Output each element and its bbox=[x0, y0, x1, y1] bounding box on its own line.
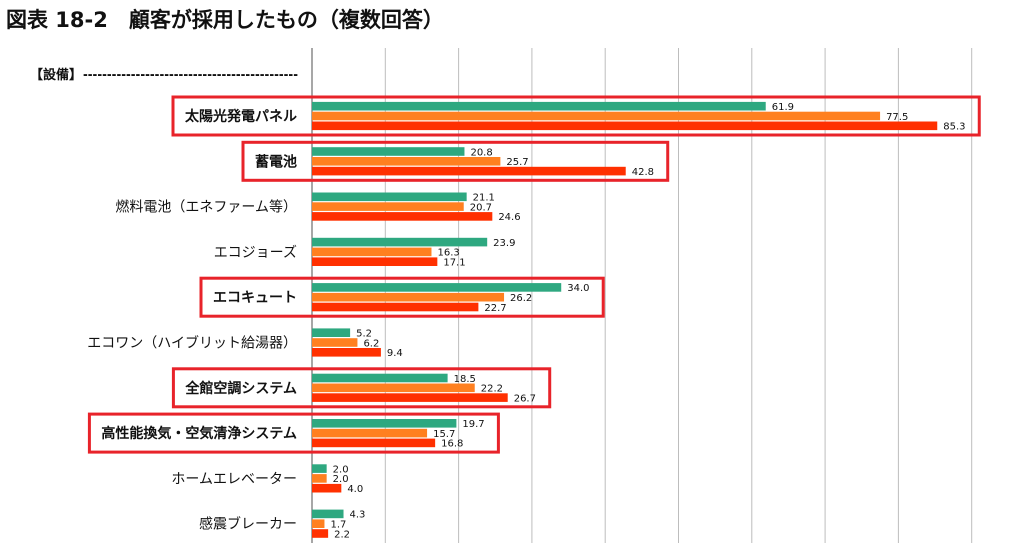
data-label: 21.1 bbox=[473, 193, 495, 204]
data-label: 42.8 bbox=[632, 167, 654, 178]
data-label: 1.7 bbox=[330, 520, 346, 531]
category-label: 高性能換気・空気清浄システム bbox=[101, 425, 297, 442]
data-label: 16.3 bbox=[437, 248, 459, 259]
bar bbox=[312, 393, 508, 402]
chart-title: 図表 18-2 顧客が採用したもの（複数回答） bbox=[6, 8, 444, 32]
data-label: 20.8 bbox=[470, 147, 492, 158]
data-label: 4.3 bbox=[350, 510, 366, 521]
data-label: 20.7 bbox=[470, 202, 492, 213]
bar bbox=[312, 283, 562, 292]
bar bbox=[312, 348, 381, 357]
bar bbox=[312, 157, 501, 166]
section-label: 【設備】 bbox=[30, 67, 82, 83]
section-dashes: ----------------------------------------… bbox=[83, 68, 298, 83]
bar bbox=[312, 509, 344, 519]
bar-group: 61.9 77.5 85.3 20.8 25.7 42.8 21.120.7 24.6 23.9… bbox=[312, 101, 966, 540]
category-label: ホームエレベーター bbox=[171, 471, 297, 487]
data-label: 2.0 bbox=[333, 464, 349, 475]
highlight-box bbox=[171, 367, 552, 409]
bar bbox=[312, 147, 465, 156]
bar bbox=[312, 237, 488, 247]
highlight-boxes bbox=[87, 95, 981, 454]
bar bbox=[312, 529, 329, 538]
highlight-box bbox=[171, 95, 981, 137]
bar bbox=[312, 519, 325, 528]
bar bbox=[312, 212, 493, 221]
bar bbox=[312, 383, 475, 393]
bar bbox=[312, 111, 881, 121]
bar bbox=[312, 428, 428, 438]
category-label: エコワン（ハイブリット給湯器） bbox=[87, 335, 297, 352]
bar bbox=[312, 121, 938, 131]
data-label: 15.7 bbox=[433, 429, 455, 440]
highlight-box bbox=[87, 412, 500, 454]
bar bbox=[312, 419, 457, 428]
category-label: 全館空調システム bbox=[184, 380, 297, 397]
data-label: 34.0 bbox=[567, 283, 589, 294]
data-label: 16.8 bbox=[441, 439, 463, 450]
data-label: 85.3 bbox=[943, 122, 965, 133]
data-label: 2.2 bbox=[334, 529, 350, 540]
data-label: 5.2 bbox=[356, 329, 372, 340]
data-label: 24.6 bbox=[498, 212, 520, 223]
highlight-box bbox=[199, 276, 605, 318]
data-label: 25.7 bbox=[506, 157, 528, 168]
data-label: 4.0 bbox=[347, 484, 363, 495]
category-label: 蓄電池 bbox=[255, 153, 297, 170]
bar bbox=[312, 483, 342, 493]
bar bbox=[312, 101, 766, 111]
data-label: 77.5 bbox=[886, 112, 908, 123]
bar bbox=[312, 292, 505, 302]
data-label: 22.2 bbox=[481, 384, 503, 395]
data-label: 9.4 bbox=[387, 348, 403, 359]
bar bbox=[312, 192, 467, 202]
data-label: 22.7 bbox=[484, 303, 506, 314]
bar bbox=[312, 202, 464, 211]
highlight-box bbox=[241, 140, 670, 182]
bar bbox=[312, 247, 432, 257]
data-label: 26.7 bbox=[514, 393, 536, 404]
category-label: 太陽光発電パネル bbox=[185, 108, 297, 125]
data-label: 26.2 bbox=[510, 293, 532, 304]
bar bbox=[312, 328, 351, 337]
bar bbox=[312, 464, 327, 473]
category-label: エコジョーズ bbox=[214, 245, 297, 261]
data-label: 61.9 bbox=[772, 102, 794, 113]
bar bbox=[312, 438, 436, 448]
data-label: 6.2 bbox=[363, 338, 379, 349]
data-label: 23.9 bbox=[493, 238, 515, 249]
bar bbox=[312, 166, 626, 176]
data-label: 18.5 bbox=[454, 374, 476, 385]
bar bbox=[312, 474, 327, 483]
bar bbox=[312, 373, 448, 383]
data-label: 2.0 bbox=[333, 474, 349, 485]
data-label: 19.7 bbox=[462, 419, 484, 430]
bar bbox=[312, 338, 358, 347]
category-label: 感震ブレーカー bbox=[199, 516, 297, 533]
data-label: 17.1 bbox=[443, 258, 465, 269]
category-label: 燃料電池（エネファーム等） bbox=[115, 199, 297, 216]
category-label: エコキュート bbox=[213, 290, 297, 306]
bar bbox=[312, 302, 479, 312]
section-header: 【設備】 -----------------------------------… bbox=[30, 67, 298, 83]
bar bbox=[312, 257, 438, 266]
